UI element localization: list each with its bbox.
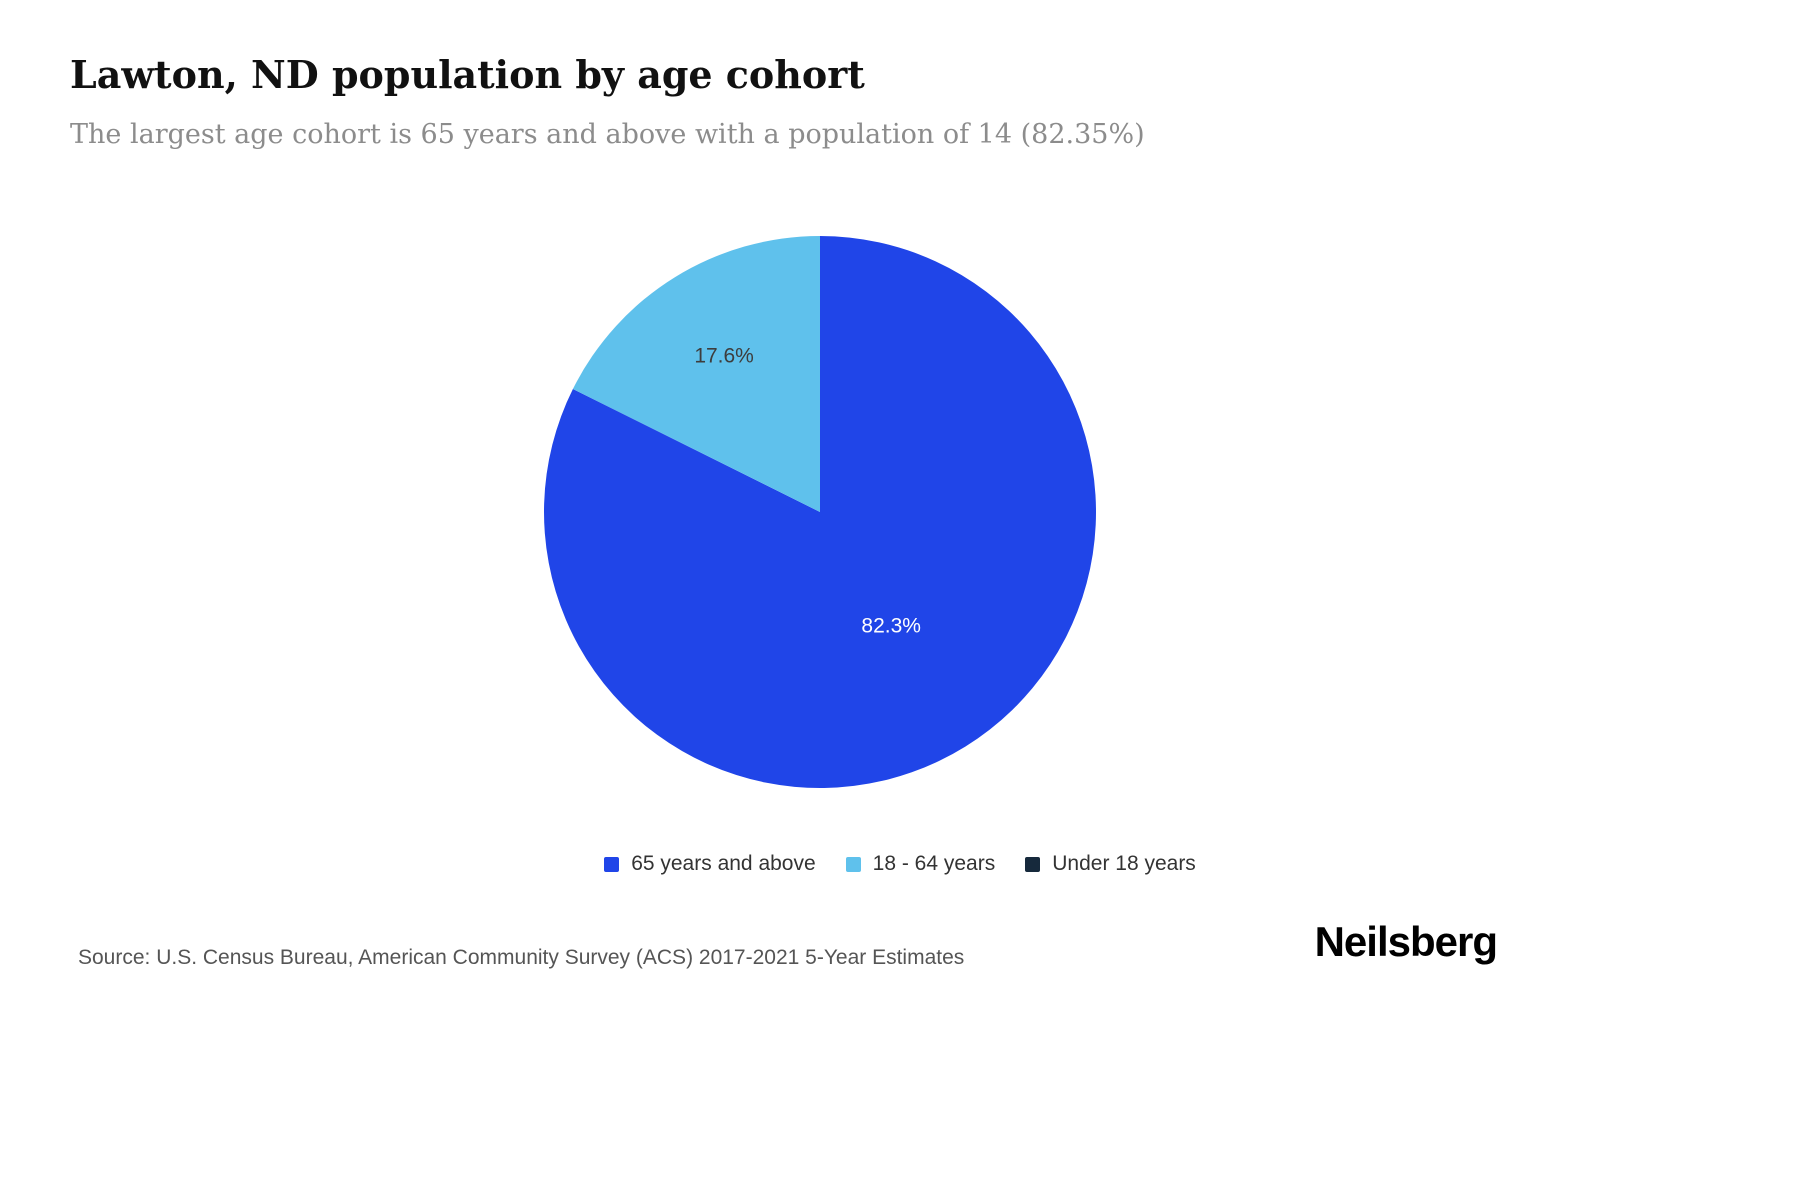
- pie-slice-label: 17.6%: [694, 345, 754, 368]
- pie-slice-label: 82.3%: [861, 615, 921, 638]
- chart-header: Lawton, ND population by age cohort The …: [70, 52, 1145, 150]
- pie-chart: 82.3% 17.6%: [540, 232, 1100, 792]
- legend-item-0[interactable]: 65 years and above: [604, 852, 816, 876]
- legend-swatch: [604, 856, 620, 872]
- chart-subtitle: The largest age cohort is 65 years and a…: [70, 119, 1145, 150]
- legend-label: Under 18 years: [1052, 852, 1196, 875]
- legend-item-2[interactable]: Under 18 years: [1025, 852, 1196, 876]
- legend-label: 65 years and above: [631, 852, 816, 875]
- legend-item-1[interactable]: 18 - 64 years: [845, 852, 996, 876]
- chart-title: Lawton, ND population by age cohort: [70, 52, 865, 97]
- legend-label: 18 - 64 years: [872, 852, 996, 875]
- legend-swatch: [1025, 856, 1041, 872]
- pie-svg: 82.3% 17.6%: [543, 236, 1096, 788]
- neilsberg-logo: Neilsberg: [1314, 918, 1498, 965]
- pie-slice-1[interactable]: [572, 236, 820, 512]
- chart-legend: 65 years and above 18 - 64 years Under 18 …: [0, 852, 1800, 876]
- legend-swatch: [845, 856, 861, 872]
- pie-slice-0[interactable]: [543, 236, 1096, 788]
- source-note: Source: U.S. Census Bureau, American Com…: [78, 946, 965, 969]
